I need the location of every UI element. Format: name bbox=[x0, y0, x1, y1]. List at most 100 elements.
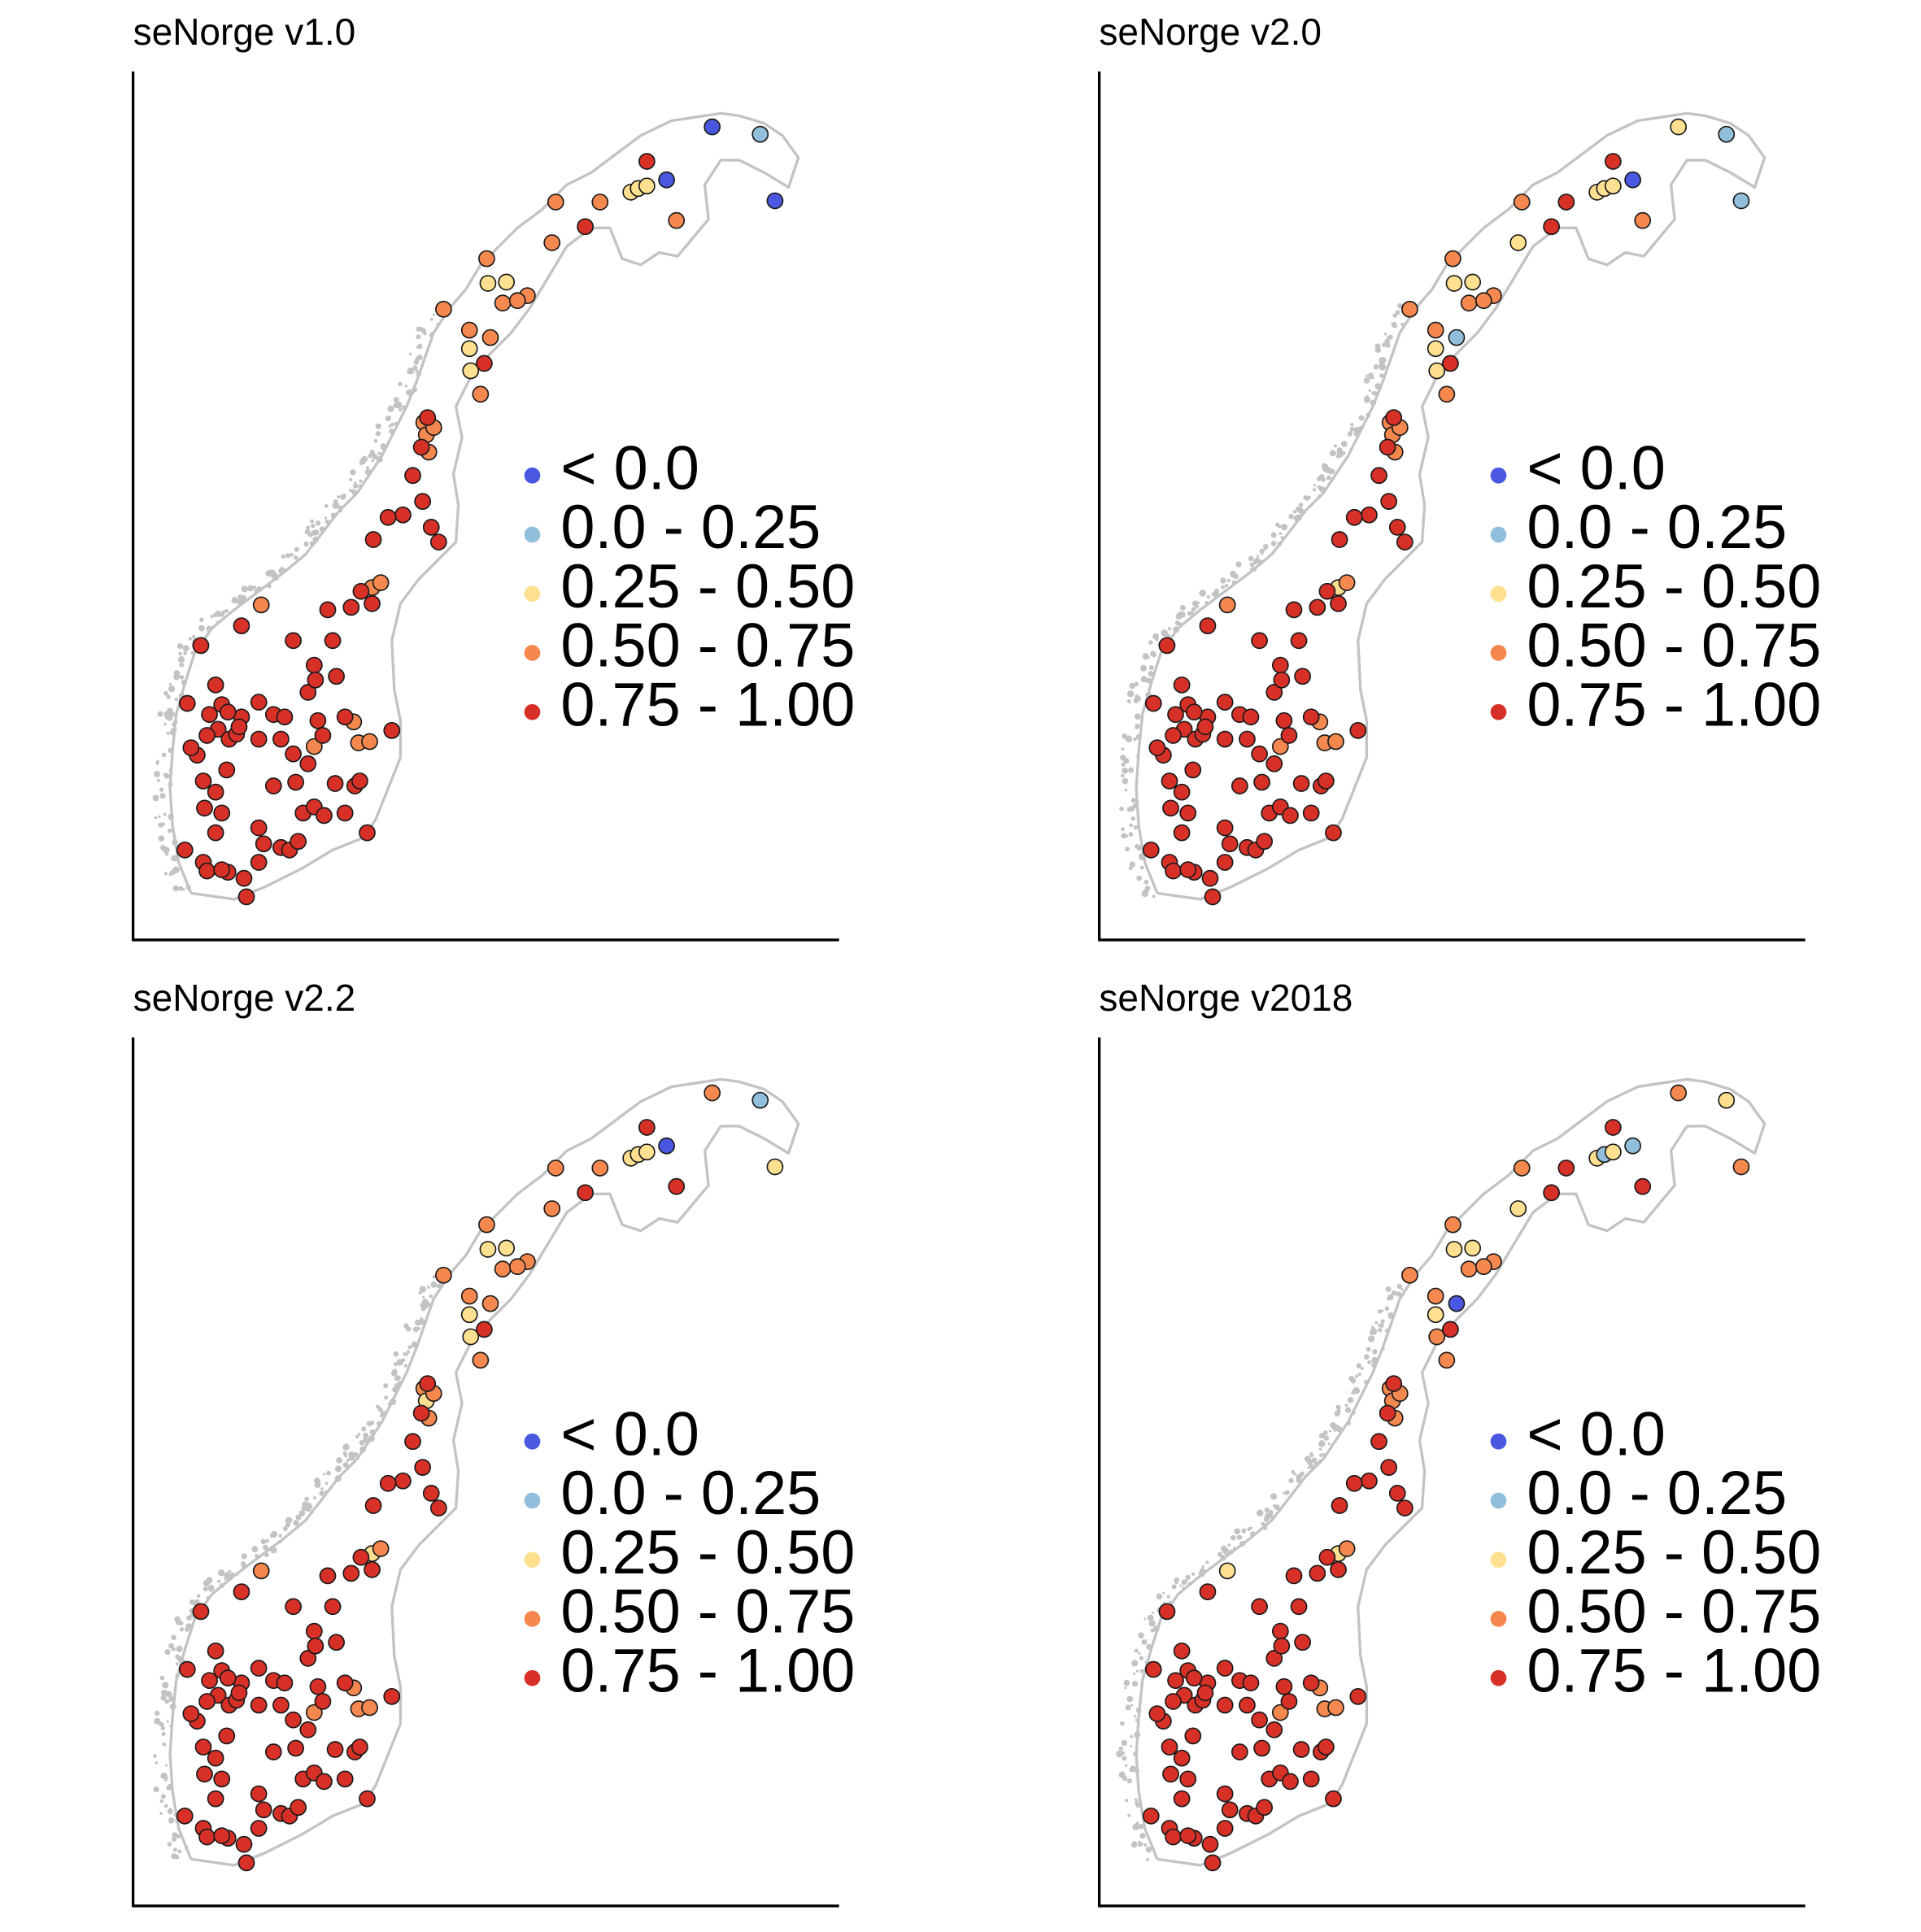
station-marker bbox=[1329, 1560, 1347, 1578]
panel-title: seNorge v1.0 bbox=[133, 11, 356, 54]
station-marker bbox=[336, 804, 354, 822]
station-marker bbox=[305, 656, 323, 674]
station-marker bbox=[324, 632, 342, 650]
station-marker bbox=[213, 804, 231, 822]
station-marker bbox=[577, 1184, 595, 1201]
station-marker bbox=[766, 192, 784, 210]
station-marker bbox=[1396, 1499, 1414, 1516]
station-marker bbox=[498, 1239, 516, 1257]
station-marker bbox=[250, 694, 268, 711]
legend: < 0.00.0 - 0.250.25 - 0.500.50 - 0.750.7… bbox=[1490, 1399, 1821, 1705]
station-marker bbox=[1256, 833, 1273, 851]
station-marker bbox=[1302, 804, 1320, 822]
station-marker bbox=[219, 1669, 237, 1686]
station-marker bbox=[1173, 1790, 1191, 1808]
station-marker bbox=[328, 668, 345, 685]
legend-label: 0.0 - 0.25 bbox=[560, 1459, 821, 1528]
station-marker bbox=[1281, 1773, 1299, 1791]
station-marker bbox=[460, 321, 478, 339]
station-marker bbox=[1379, 1404, 1396, 1422]
station-marker bbox=[1732, 1158, 1750, 1176]
station-marker bbox=[299, 684, 317, 701]
coastal-islands bbox=[1118, 302, 1417, 899]
station-marker bbox=[372, 574, 390, 591]
station-marker bbox=[1513, 194, 1531, 211]
station-marker bbox=[364, 594, 381, 612]
station-marker bbox=[1271, 1622, 1289, 1640]
station-marker bbox=[250, 854, 268, 871]
legend-swatch bbox=[524, 645, 541, 661]
station-marker bbox=[178, 1660, 196, 1678]
station-marker bbox=[383, 1687, 401, 1705]
legend-label: 0.0 - 0.25 bbox=[1527, 493, 1787, 562]
station-marker bbox=[1445, 275, 1463, 292]
station-marker bbox=[1349, 1687, 1366, 1705]
station-marker bbox=[1290, 1598, 1308, 1615]
legend-label: 0.75 - 1.00 bbox=[560, 670, 855, 739]
station-marker bbox=[316, 1773, 333, 1791]
station-marker bbox=[1161, 1765, 1179, 1782]
station-marker bbox=[1302, 1770, 1320, 1788]
station-marker bbox=[751, 125, 769, 143]
station-marker bbox=[1557, 194, 1575, 211]
station-marker bbox=[1216, 819, 1234, 837]
station-marker bbox=[1475, 1258, 1492, 1275]
station-marker bbox=[412, 438, 430, 456]
station-marker bbox=[1290, 632, 1308, 650]
station-marker bbox=[1271, 1704, 1289, 1721]
station-marker bbox=[1184, 1727, 1201, 1744]
station-marker bbox=[508, 1258, 526, 1275]
station-marker bbox=[178, 694, 196, 712]
station-marker bbox=[328, 1634, 345, 1651]
station-marker bbox=[250, 819, 268, 837]
legend-swatch bbox=[524, 1433, 541, 1450]
station-marker bbox=[1542, 1184, 1560, 1201]
map-panel: seNorge v2018 < 0.0 0.0 - 0.25 0.25 - 0.50 0… bbox=[966, 966, 1921, 1932]
station-marker bbox=[414, 493, 432, 510]
station-marker bbox=[481, 1295, 499, 1312]
station-marker bbox=[1317, 1738, 1335, 1756]
legend-label: 0.25 - 0.50 bbox=[1527, 552, 1821, 621]
station-marker bbox=[326, 775, 344, 792]
station-marker bbox=[638, 1118, 656, 1136]
station-marker bbox=[1326, 733, 1344, 751]
station-marker bbox=[287, 1739, 304, 1757]
station-marker bbox=[577, 218, 595, 236]
station-marker bbox=[1265, 755, 1283, 772]
station-marker bbox=[1292, 775, 1310, 792]
station-marker bbox=[547, 194, 564, 211]
station-marker bbox=[435, 300, 452, 318]
station-marker bbox=[364, 531, 382, 548]
station-marker bbox=[1604, 1143, 1622, 1160]
station-marker bbox=[404, 1433, 421, 1450]
station-marker bbox=[1448, 1295, 1466, 1312]
station-marker bbox=[383, 722, 401, 739]
station-marker bbox=[543, 234, 561, 251]
station-marker bbox=[1718, 1091, 1735, 1109]
station-marker bbox=[319, 601, 337, 619]
station-marker bbox=[1216, 694, 1234, 711]
station-marker bbox=[1158, 1603, 1176, 1620]
station-marker bbox=[1231, 1743, 1248, 1760]
station-marker bbox=[498, 273, 516, 291]
station-marker bbox=[1509, 234, 1527, 251]
station-marker bbox=[422, 519, 440, 536]
station-marker bbox=[1428, 362, 1445, 380]
station-marker bbox=[751, 1091, 769, 1109]
station-marker bbox=[1179, 1826, 1196, 1844]
station-marker bbox=[1427, 340, 1444, 358]
station-marker bbox=[1201, 1835, 1219, 1853]
station-marker bbox=[1444, 1216, 1461, 1234]
station-marker bbox=[1460, 1260, 1478, 1277]
legend-label: 0.50 - 0.75 bbox=[1527, 1577, 1821, 1646]
legend-label: 0.25 - 0.50 bbox=[560, 552, 855, 621]
station-marker bbox=[351, 1738, 368, 1756]
station-marker bbox=[1293, 1634, 1311, 1651]
station-marker bbox=[1196, 1684, 1214, 1701]
station-marker bbox=[1275, 711, 1292, 729]
station-marker bbox=[213, 861, 231, 878]
station-marker bbox=[462, 362, 480, 380]
station-marker bbox=[1216, 730, 1234, 748]
map-panel: seNorge v2.0 < 0.0 0.0 - 0.25 0.25 - 0.50 0.… bbox=[966, 0, 1921, 966]
station-marker bbox=[1318, 582, 1336, 600]
